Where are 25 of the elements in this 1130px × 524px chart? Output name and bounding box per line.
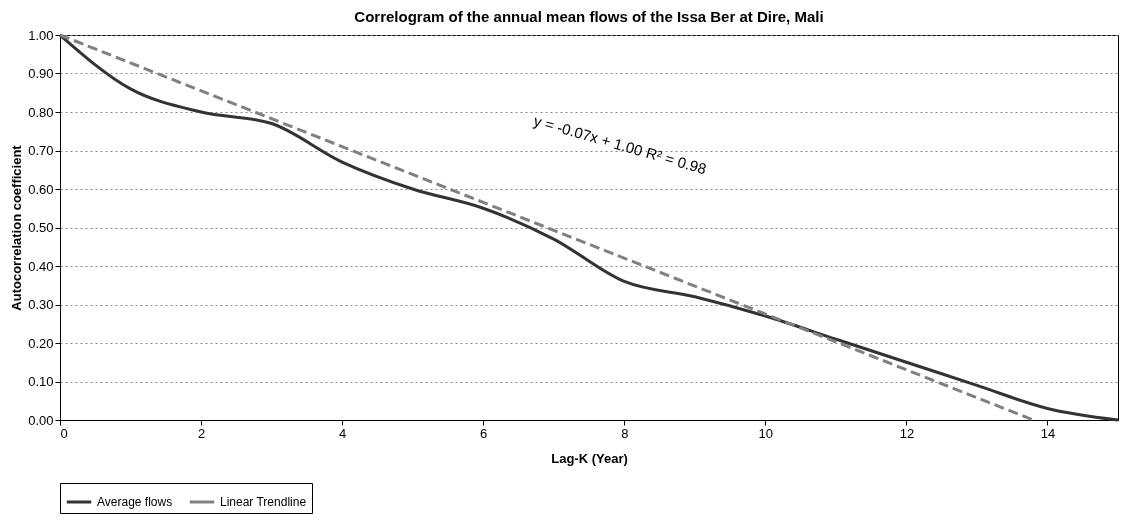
x-axis-title: Lag-K (Year) xyxy=(551,450,628,466)
y-tick-label: 0.70 xyxy=(28,143,54,158)
x-tick-label: 14 xyxy=(1040,425,1056,441)
x-tick-label: 12 xyxy=(899,425,915,441)
y-tick-label: 0.30 xyxy=(28,297,54,312)
x-tick-label: 8 xyxy=(621,425,629,441)
y-tick-label: 0.60 xyxy=(28,181,54,197)
x-tick-label: 6 xyxy=(480,425,488,441)
y-tick-label: 0.50 xyxy=(28,220,54,235)
x-tick-label: 4 xyxy=(339,425,347,441)
x-tick-label: 2 xyxy=(197,425,206,441)
y-tick-label: 0.90 xyxy=(28,66,54,81)
y-tick-label: 0.40 xyxy=(28,258,54,274)
legend-label: Linear Trendline xyxy=(220,495,307,509)
annotation: y = -0.07x + 1.00 R² = 0.98 xyxy=(531,111,709,178)
y-axis-title: Autocorrelation coefficient xyxy=(9,144,25,311)
legend-label: Average flows xyxy=(97,495,173,509)
y-tick-label: 0.80 xyxy=(28,104,54,120)
x-tick-label: 0 xyxy=(60,425,68,441)
chart-title: Correlogram of the annual mean flows of the Issa Ber at Dire, Mali xyxy=(354,8,824,25)
y-tick-label: 0.00 xyxy=(28,412,54,428)
y-tick-label: 1.00 xyxy=(28,27,54,43)
x-tick-label: 10 xyxy=(758,425,774,441)
y-tick-label: 0.10 xyxy=(28,374,54,389)
y-tick-label: 0.20 xyxy=(28,335,54,351)
